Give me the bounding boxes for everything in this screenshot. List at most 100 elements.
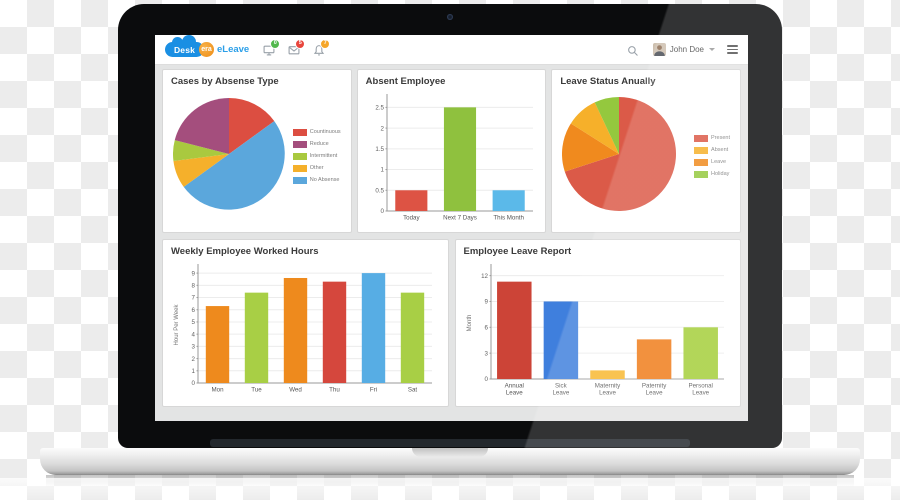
svg-text:2.5: 2.5 (375, 105, 384, 112)
svg-text:Next 7 Days: Next 7 Days (443, 215, 477, 222)
bar-wed (283, 277, 308, 383)
legend-item-other: Other (292, 164, 341, 172)
deskera-logo[interactable]: Desk era eLeave (165, 35, 249, 57)
card-leave-status-anually: Leave Status Anually Present Absent Leave H… (551, 69, 742, 233)
pie-slice-absent (571, 101, 620, 154)
svg-text:Month: Month (467, 315, 473, 332)
mail-badge: 5 (295, 38, 306, 49)
legend-swatch (292, 140, 307, 148)
legend-label: Reduce (309, 141, 329, 147)
svg-text:6: 6 (484, 325, 488, 332)
user-name: John Doe (669, 45, 704, 54)
legend-item-holiday: Holiday (694, 170, 730, 178)
svg-text:1: 1 (192, 368, 196, 375)
bar-chart-employee-leave-report: 0 3 6 9 12 Annual Leave Sick Leave Maternity Leave… (464, 259, 733, 406)
svg-text:9: 9 (192, 270, 196, 277)
svg-text:6: 6 (192, 307, 196, 314)
legend-swatch (694, 134, 709, 142)
webcam (447, 14, 453, 20)
charts-row-1: Cases by Absense Type Countinuous Reduce I… (162, 69, 742, 233)
svg-text:0.5: 0.5 (375, 187, 384, 194)
bar-chart-weekly-employee-worked-hours: 0 1 2 3 4 5 6 7 8 9 Mon Tue Wed Thu Fri Sat Hour Per Wee… (171, 259, 440, 404)
pie-slice-intermittent (172, 139, 229, 161)
pie-slice-no-absense (183, 120, 285, 210)
svg-text:This Month: This Month (493, 215, 524, 222)
svg-text:5: 5 (192, 319, 196, 326)
pie-slice-holiday (595, 96, 620, 154)
laptop-bezel: Desk era eLeave 0 (118, 4, 782, 448)
pie-slice-other (173, 153, 229, 187)
legend-leave-status-anually: Present Absent Leave Holiday (694, 134, 730, 178)
svg-text:0: 0 (192, 380, 196, 387)
legend-swatch (694, 158, 709, 166)
hamburger-menu-icon[interactable] (727, 45, 738, 54)
bell-icon[interactable]: 7 (313, 38, 331, 56)
bar-fri (361, 273, 386, 383)
dashboard-body: Cases by Absense Type Countinuous Reduce I… (155, 65, 748, 421)
svg-text:Tue: Tue (251, 387, 262, 394)
pie-slice-countinuous (229, 97, 275, 154)
app-header: Desk era eLeave 0 (155, 35, 748, 65)
logo-cloud: Desk (165, 35, 204, 57)
svg-text:Hour Per Week: Hour Per Week (174, 304, 180, 346)
search-icon[interactable] (627, 44, 639, 56)
bar-this-month (492, 190, 525, 211)
pie-svg (562, 96, 677, 211)
bar-personal-leave (682, 327, 718, 379)
legend-swatch (694, 146, 709, 154)
laptop-base (40, 448, 860, 475)
legend-swatch (694, 170, 709, 178)
notification-icons: 0 5 7 (263, 38, 331, 56)
mail-icon[interactable]: 5 (288, 38, 306, 56)
svg-text:0: 0 (484, 376, 488, 383)
legend-label: No Absense (309, 177, 340, 183)
bar-today (394, 190, 428, 211)
pie-slice-reduce (174, 97, 229, 154)
svg-text:7: 7 (192, 295, 196, 302)
legend-label: Other (309, 165, 324, 171)
legend-swatch (292, 164, 307, 172)
bar-next-7-days (443, 107, 476, 211)
bar-annual-leave (496, 281, 532, 379)
bar-paternity-leave (636, 339, 671, 379)
bar-chart-svg: 0 0.5 1 1.5 2 2.5 Today Next 7 Days This Month (375, 94, 533, 222)
svg-text:Thu: Thu (329, 387, 340, 394)
svg-text:3: 3 (192, 344, 196, 351)
legend-item-present: Present (694, 134, 730, 142)
legend-item-reduce: Reduce (292, 140, 341, 148)
card-title: Employee Leave Report (463, 246, 572, 257)
legend-label: Holiday (711, 171, 730, 177)
chevron-down-icon (709, 48, 715, 51)
card-title: Absent Employee (365, 76, 446, 87)
bar-chart-svg: 0 3 6 9 12 Annual Leave Sick Leave Maternity Leave… (467, 264, 724, 397)
pie-row: Countinuous Reduce Intermittent Other No Abs… (171, 87, 343, 225)
pie-chart-leave-status-anually (562, 96, 677, 216)
bar-sat (400, 292, 425, 383)
svg-text:Sat: Sat (408, 387, 418, 394)
svg-text:1: 1 (380, 167, 384, 174)
legend-label: Intermittent (309, 153, 338, 159)
card-weekly-employee-worked-hours: Weekly Employee Worked Hours 0 1 2 3 4 5 6 7 8 9 M… (162, 239, 449, 407)
laptop-base-notch (412, 448, 488, 457)
bar-chart-svg: 0 1 2 3 4 5 6 7 8 9 Mon Tue Wed Thu Fri Sat Hour Per Wee… (174, 264, 432, 394)
svg-text:8: 8 (192, 283, 196, 290)
pie-chart-cases-by-absense-type (172, 97, 285, 215)
svg-text:0: 0 (380, 208, 384, 215)
legend-item-intermittent: Intermittent (292, 152, 341, 160)
avatar (652, 43, 666, 56)
legend-label: Leave (711, 159, 727, 165)
card-employee-leave-report: Employee Leave Report 0 3 6 9 12 Annual Leave S… (454, 239, 741, 407)
bar-thu (322, 281, 347, 383)
monitor-icon[interactable]: 0 (263, 38, 281, 56)
card-title: Cases by Absense Type (171, 76, 279, 87)
user-menu[interactable]: John Doe (652, 43, 715, 56)
legend-cases-by-absense-type: Countinuous Reduce Intermittent Other No Abs… (292, 128, 341, 184)
svg-text:Wed: Wed (289, 387, 302, 394)
svg-text:12: 12 (481, 273, 488, 280)
